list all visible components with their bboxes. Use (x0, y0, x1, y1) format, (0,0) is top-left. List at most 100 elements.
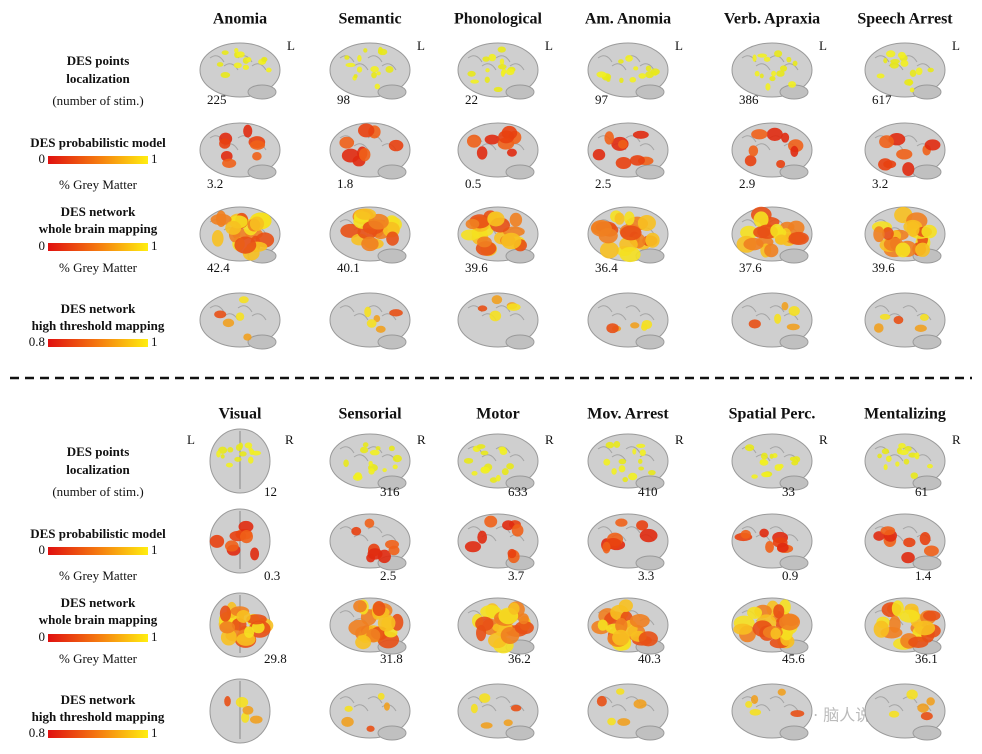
cerebellum (635, 475, 665, 491)
value: 0.9 (782, 568, 798, 583)
sulcus (625, 305, 641, 313)
activation-blob (757, 53, 768, 58)
activation-blob (773, 604, 785, 619)
sulcus (741, 305, 757, 313)
brain-image (587, 513, 669, 571)
activation-blob (873, 531, 885, 541)
brain-image (457, 42, 539, 100)
cerebellum (377, 475, 407, 491)
activation-blob (216, 450, 221, 458)
activation-blob (480, 722, 493, 729)
cerebellum (779, 555, 809, 571)
activation-blob (238, 520, 254, 533)
activation-blob (789, 456, 796, 461)
activation-blob (477, 305, 488, 312)
activation-blob (927, 67, 934, 73)
activation-blob (460, 229, 480, 241)
cerebellum (779, 334, 809, 350)
activation-blob (238, 442, 244, 450)
sulcus (611, 313, 627, 321)
value: 316 (380, 484, 400, 499)
value: 2.9 (739, 176, 755, 191)
cerebellum (912, 334, 942, 350)
activation-blob (477, 236, 492, 248)
colorbar-max: 1 (151, 725, 158, 740)
activation-blob (917, 703, 929, 713)
activation-blob (373, 314, 381, 323)
sulcus (902, 526, 918, 534)
activation-blob (242, 64, 249, 70)
brain-image (864, 122, 946, 180)
value: 225 (207, 92, 227, 107)
activation-blob (234, 456, 242, 462)
column-title: Spatial Perc. (729, 406, 816, 423)
activation-blob (341, 148, 360, 163)
value: 3.2 (207, 176, 223, 191)
activation-blob (464, 541, 482, 553)
value: 12 (264, 484, 277, 499)
sulcus (874, 55, 890, 63)
sulcus (353, 313, 369, 321)
sulcus (741, 526, 757, 534)
activation-blob (873, 620, 890, 638)
sulcus (353, 704, 369, 712)
activation-blob (484, 515, 498, 528)
activation-blob (493, 86, 503, 93)
sulcus (381, 313, 397, 321)
activation-blob (883, 57, 888, 64)
activation-blob (246, 614, 267, 625)
activation-blob (909, 69, 917, 77)
activation-blob (771, 70, 777, 77)
activation-blob (495, 474, 501, 482)
activation-blob (769, 453, 774, 459)
activation-blob (470, 703, 478, 714)
activation-blob (776, 159, 786, 169)
sulcus (481, 63, 497, 71)
cerebellum (505, 334, 535, 350)
activation-blob (506, 148, 517, 157)
brain-image (587, 597, 669, 655)
sulcus (381, 534, 397, 542)
brain-outline (864, 292, 946, 348)
brain-image (731, 42, 813, 100)
activation-blob (625, 55, 633, 62)
brain-outline (457, 683, 539, 739)
activation-blob (914, 324, 927, 333)
activation-blob (224, 540, 239, 552)
activation-blob (219, 605, 231, 622)
activation-blob (353, 74, 358, 79)
activation-blob (638, 631, 658, 647)
row-label: DES network (61, 301, 137, 316)
activation-blob (919, 532, 931, 546)
activation-blob (354, 472, 362, 480)
sulcus (639, 454, 655, 462)
sulcus (209, 55, 225, 63)
activation-blob (921, 224, 937, 239)
activation-blob (740, 225, 758, 240)
cerebellum (779, 248, 809, 264)
activation-blob (343, 459, 349, 467)
activation-blob (251, 621, 265, 634)
activation-blob (920, 712, 933, 721)
activation-blob (638, 73, 647, 79)
activation-blob (368, 468, 375, 475)
cerebellum (377, 334, 407, 350)
brain-image (731, 433, 813, 491)
column-title: Mentalizing (864, 406, 946, 423)
brain-outline (731, 513, 813, 569)
activation-blob (219, 621, 236, 634)
activation-blob (514, 621, 534, 635)
activation-blob (602, 541, 611, 554)
cerebellum (779, 475, 809, 491)
row-label: localization (66, 71, 130, 86)
value: 31.8 (380, 651, 403, 666)
activation-blob (638, 466, 645, 471)
value: 36.1 (915, 651, 938, 666)
activation-blob (614, 212, 625, 225)
activation-blob (648, 470, 656, 476)
colorbar (48, 243, 148, 251)
activation-blob (790, 710, 805, 717)
activation-blob (899, 609, 920, 623)
brain-image (587, 433, 669, 491)
sulcus (639, 143, 655, 151)
